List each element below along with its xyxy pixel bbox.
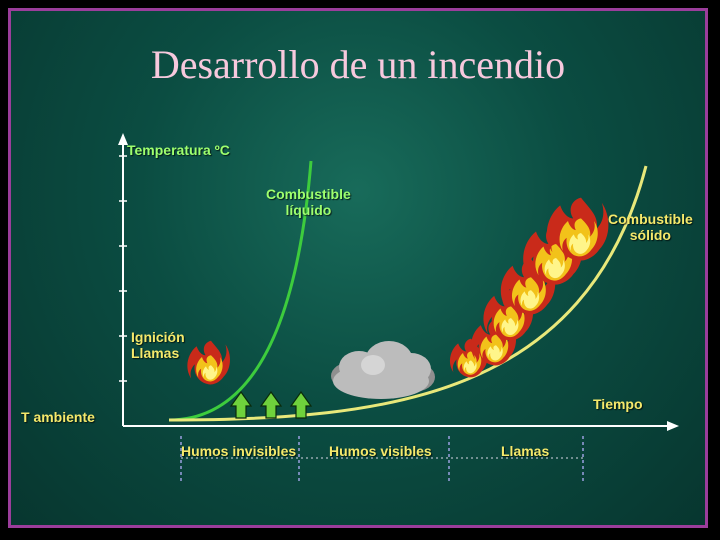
ambient-temp-label: T ambiente	[21, 409, 95, 425]
solid-fuel-label: Combustible sólido	[608, 211, 693, 243]
liquid-fuel-label: Combustible líquido	[266, 186, 351, 218]
time-axis-label: Tiempo	[593, 396, 643, 412]
phase3-label: Llamas	[501, 443, 549, 459]
y-axis-label: Temperatura ºC	[127, 142, 230, 158]
ignition-label: Ignición Llamas	[131, 329, 185, 361]
slide-container: Desarrollo de un incendio	[0, 0, 720, 540]
phase1-label: Humos invisibles	[181, 443, 296, 459]
phase2-label: Humos visibles	[329, 443, 432, 459]
slide-content: Desarrollo de un incendio	[8, 8, 708, 528]
slide-title: Desarrollo de un incendio	[11, 41, 705, 88]
